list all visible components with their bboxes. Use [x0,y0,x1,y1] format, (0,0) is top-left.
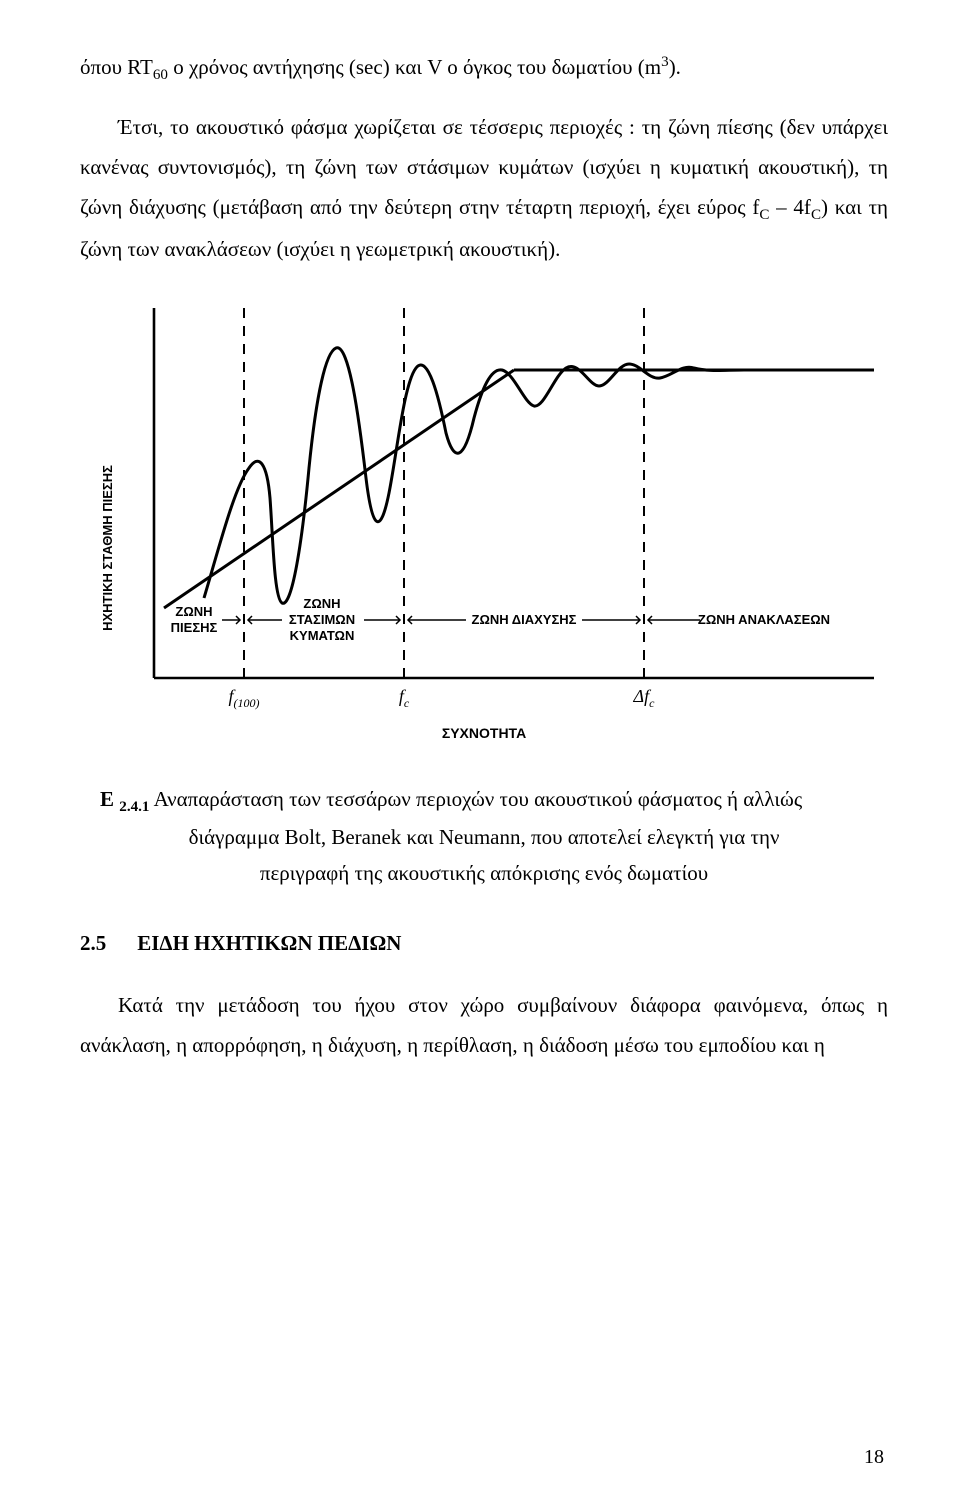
p1-sub: 60 [153,67,168,83]
paragraph-phenomena: Κατά την μετάδοση του ήχου στον χώρο συμ… [80,986,888,1066]
xtick-1: f(100) [228,686,259,710]
oscillation-curve [204,347,744,603]
section-title: ΕΙΔΗ ΗΧΗΤΙΚΩΝ ΠΕΔΙΩΝ [137,931,401,955]
p1-post: ). [669,55,681,79]
zone2-label-a: ΖΩΝΗ [303,596,340,611]
caption-line2: διάγραμμα Bolt, Beranek και Neumann, που… [100,820,868,856]
paragraph-zones: Έτσι, το ακουστικό φάσμα χωρίζεται σε τέ… [80,108,888,270]
zone3-label: ΖΩΝΗ ΔΙΑΧΥΣΗΣ [472,612,577,627]
paragraph-rt60: όπου RT60 ο χρόνος αντήχησης (sec) και V… [80,48,888,90]
trend-line [164,370,514,608]
xtick-3: Δfc [633,686,656,710]
caption-line3: περιγραφή της ακουστικής απόκρισης ενός … [100,856,868,892]
p1-mid: ο χρόνος αντήχησης (sec) και V ο όγκος τ… [168,55,661,79]
caption-label-num: 2.4.1 [119,799,149,815]
caption-line1: Αναπαράσταση των τεσσάρων περιοχών του α… [149,787,802,811]
page-number: 18 [864,1438,884,1476]
zone1-label-b: ΠΙΕΣΗΣ [171,620,218,635]
p2-sub2: C [811,207,821,223]
p2-t2: – 4f [769,195,811,219]
x-axis-label: ΣΥΧΝΟΤΗΤΑ [442,725,526,741]
zone1-label-a: ΖΩΝΗ [175,604,212,619]
figure-caption: Ε 2.4.1 Αναπαράσταση των τεσσάρων περιοχ… [100,782,868,892]
figure-acoustic-spectrum: ΖΩΝΗ ΠΙΕΣΗΣ ΖΩΝΗ ΣΤΑΣΙΜΩΝ ΚΥΜΑΤΩΝ ΖΩΝΗ Δ… [80,298,888,758]
section-number: 2.5 [80,924,132,964]
p1-sup: 3 [661,54,669,70]
y-axis-label: ΗΧΗΤΙΚΗ ΣΤΑΘΜΗ ΠΙΕΣΗΣ [100,464,115,630]
p2-t1: Έτσι, το ακουστικό φάσμα χωρίζεται σε τέ… [80,115,888,219]
xtick-2: fc [399,686,410,710]
p2-sub1: C [759,207,769,223]
zone4-label: ΖΩΝΗ ΑΝΑΚΛΑΣΕΩΝ [698,612,830,627]
zone2-label-c: ΚΥΜΑΤΩΝ [290,628,355,643]
zone2-label-b: ΣΤΑΣΙΜΩΝ [289,612,355,627]
p1-pre: όπου RT [80,55,153,79]
figure-svg: ΖΩΝΗ ΠΙΕΣΗΣ ΖΩΝΗ ΣΤΑΣΙΜΩΝ ΚΥΜΑΤΩΝ ΖΩΝΗ Δ… [84,298,884,758]
section-heading: 2.5 ΕΙΔΗ ΗΧΗΤΙΚΩΝ ΠΕΔΙΩΝ [80,924,888,964]
caption-label-e: Ε [100,787,119,811]
